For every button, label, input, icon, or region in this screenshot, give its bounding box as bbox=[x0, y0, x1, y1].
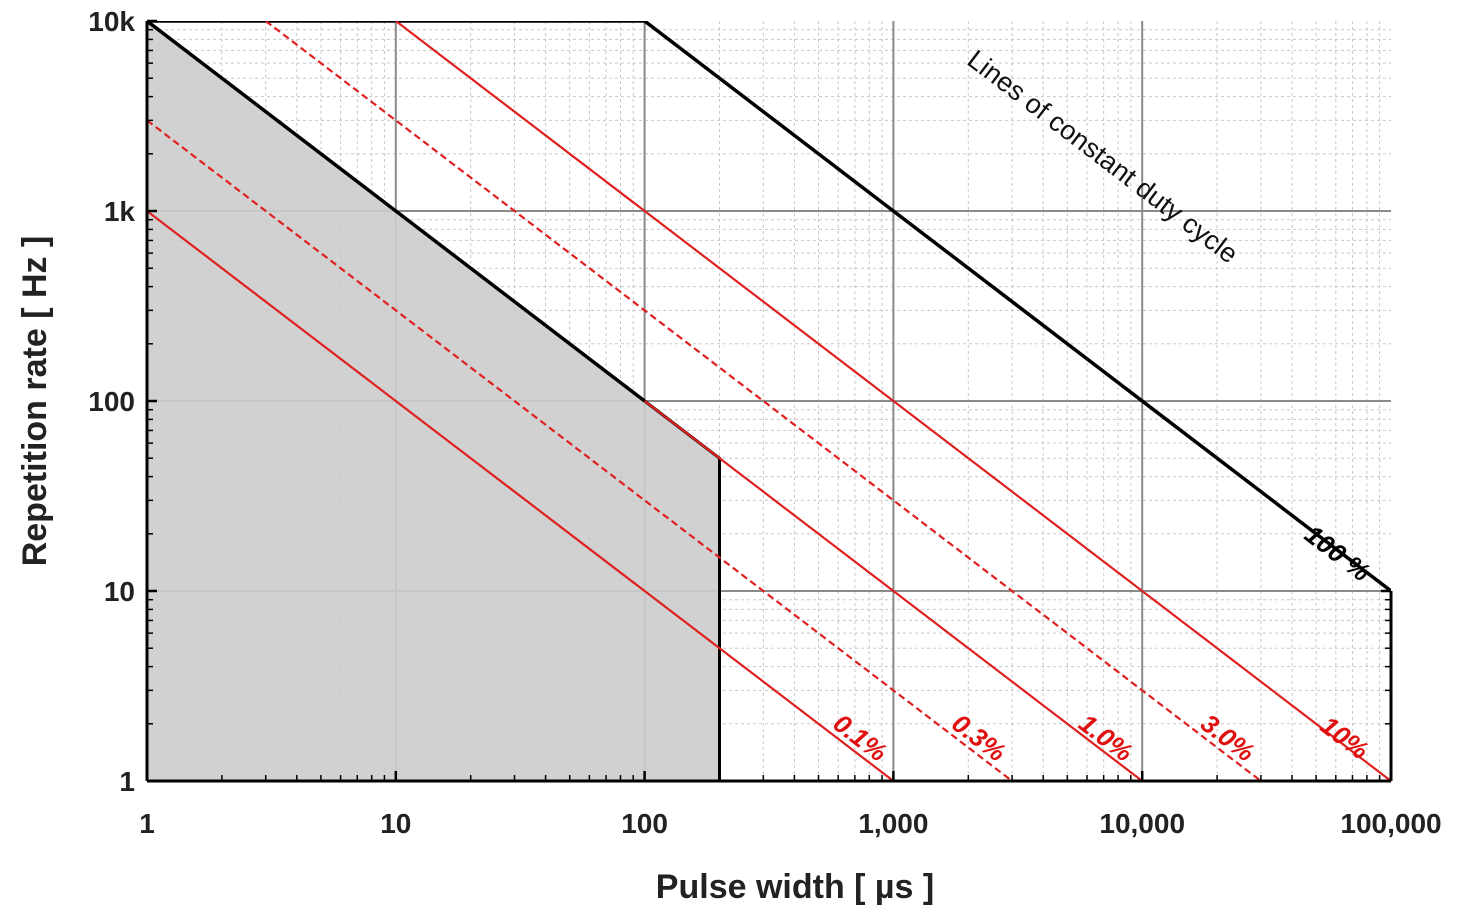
operating-region-boundary bbox=[147, 21, 646, 403]
series-label: 10% bbox=[1315, 710, 1375, 765]
series-label: 0.1% bbox=[828, 708, 893, 768]
duty-cycle-line-03 bbox=[147, 119, 1013, 781]
y-tick-label: 10 bbox=[104, 576, 135, 607]
series-label: 1.0% bbox=[1073, 708, 1138, 768]
y-axis-title: Repetition rate [ Hz ] bbox=[16, 236, 54, 567]
duty-cycle-line-100 bbox=[147, 21, 1391, 593]
y-tick-label: 100 bbox=[88, 386, 135, 417]
x-axis-title: Pulse width [ µs ] bbox=[656, 868, 934, 906]
tick-labels: 1 10 100 1,000 10,000 100,000 1 10 100 1k 10k bbox=[88, 6, 1441, 839]
x-tick-label: 10,000 bbox=[1099, 808, 1185, 839]
series-label: 0.3% bbox=[946, 708, 1011, 768]
operating-region-fill bbox=[147, 21, 720, 781]
axis-ticks bbox=[145, 19, 1393, 783]
x-tick-label: 100,000 bbox=[1340, 808, 1441, 839]
y-tick-label: 10k bbox=[88, 6, 135, 37]
series-labels: 100 % 10% 3.0% 1.0% 0.3% 0.1% bbox=[828, 519, 1376, 768]
x-tick-label: 100 bbox=[621, 808, 668, 839]
y-tick-label: 1 bbox=[119, 766, 135, 797]
x-tick-label: 1 bbox=[139, 808, 155, 839]
series-label: 100 % bbox=[1299, 519, 1376, 588]
duty-cycle-line-10 bbox=[395, 21, 1391, 781]
series-label: 3.0% bbox=[1195, 708, 1260, 768]
duty-cycle-line-01 bbox=[147, 210, 895, 781]
x-tick-label: 1,000 bbox=[858, 808, 928, 839]
x-tick-label: 10 bbox=[380, 808, 411, 839]
y-tick-label: 1k bbox=[104, 196, 136, 227]
duty-cycle-lines bbox=[147, 21, 1391, 781]
